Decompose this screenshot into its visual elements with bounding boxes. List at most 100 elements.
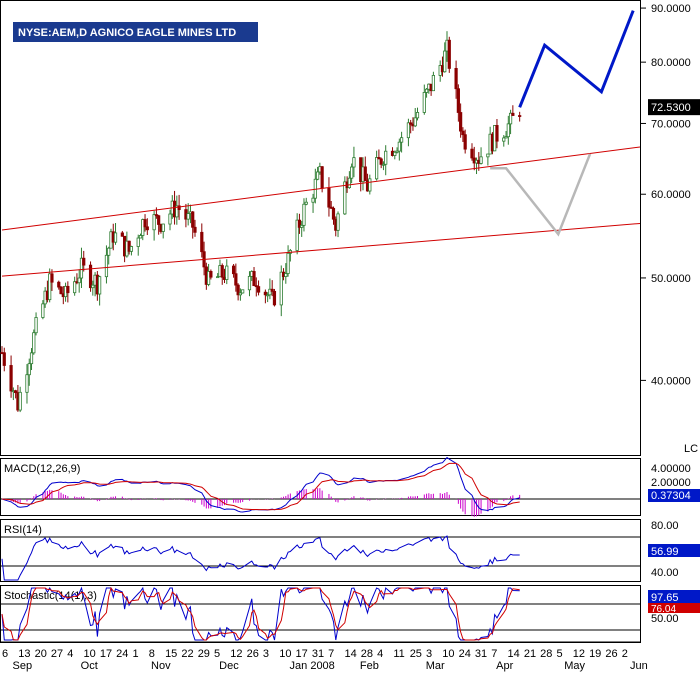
candle-body <box>470 148 474 159</box>
candle-body <box>48 273 52 301</box>
rsi-last-label: 56.99 <box>651 546 679 558</box>
date-day-label: 24 <box>116 648 128 660</box>
candle-body <box>161 223 165 232</box>
candle-body <box>34 317 38 334</box>
date-day-label: 31 <box>475 648 487 660</box>
candle-body <box>393 151 397 156</box>
candle-body <box>252 271 256 287</box>
candle-body <box>397 141 401 152</box>
date-day-label: 26 <box>247 648 259 660</box>
date-day-label: 29 <box>198 648 210 660</box>
date-day-label: 2 <box>622 648 628 660</box>
date-day-label: 13 <box>18 648 30 660</box>
candle-body <box>234 273 238 286</box>
candle-body <box>14 390 18 394</box>
candle-body <box>263 291 267 296</box>
date-month-label: Jun <box>630 660 648 672</box>
candle-body <box>377 157 381 160</box>
candle-body <box>50 273 54 283</box>
candle-body <box>220 265 224 278</box>
candle-body <box>352 157 356 168</box>
date-day-label: 17 <box>296 648 308 660</box>
candle-body <box>27 363 31 376</box>
stoch-last-label: 97.65 <box>651 592 679 604</box>
candle-body <box>272 290 277 306</box>
candle-body <box>136 237 140 247</box>
candle-body <box>443 50 447 73</box>
candle-body <box>381 163 386 166</box>
candle-body <box>368 178 372 192</box>
trendline-upper <box>1 146 641 231</box>
candle-body <box>2 352 6 366</box>
candle-body <box>295 219 299 251</box>
candle-body <box>256 286 261 293</box>
price-tick-label: 50.0000 <box>651 273 691 285</box>
candle-body <box>168 213 172 225</box>
candle-body <box>200 231 204 253</box>
date-day-label: 20 <box>35 648 47 660</box>
date-day-label: 28 <box>361 648 373 660</box>
date-day-label: 1 <box>132 648 138 660</box>
date-month-label: Jan 2008 <box>290 660 335 672</box>
candle-body <box>486 153 490 158</box>
candle-body <box>247 275 252 291</box>
date-month-label: Sep <box>13 660 33 672</box>
candle-body <box>104 254 109 278</box>
candle-body <box>409 122 413 125</box>
date-day-label: 14 <box>344 648 356 660</box>
trendlines <box>1 146 641 277</box>
date-day-label: 12 <box>573 648 585 660</box>
corner-label: LC <box>684 443 698 455</box>
candle-body <box>57 281 61 288</box>
candle-body <box>506 123 510 138</box>
candle-body <box>347 177 351 189</box>
macd-title: MACD(12,26,9) <box>4 463 80 475</box>
candle-body <box>431 75 435 92</box>
candle-body <box>209 271 213 278</box>
date-day-label: 4 <box>67 648 73 660</box>
candle-body <box>461 130 465 136</box>
date-day-label: 10 <box>84 648 96 660</box>
candle-body <box>384 150 388 165</box>
stoch-last-box <box>648 590 700 603</box>
candle-body <box>447 39 451 69</box>
candle-body <box>454 68 458 90</box>
projection-up-line <box>518 10 635 108</box>
date-month-label: Feb <box>360 660 379 672</box>
date-day-label: 14 <box>508 648 520 660</box>
candle-body <box>32 332 36 354</box>
price-axis: 90.0000 80.0000 70.0000 60.0000 50.0000 40.00… <box>640 3 691 387</box>
candle-body <box>143 219 147 228</box>
macd-panel: MACD(12,26,9) 4.00000 2.00000 0.37304 <box>0 456 700 517</box>
candle-body <box>400 137 404 143</box>
candle-body <box>511 112 515 116</box>
candle-body <box>241 289 245 294</box>
date-day-label: 19 <box>589 648 601 660</box>
date-day-label: 10 <box>442 648 454 660</box>
trendline-lower <box>1 222 641 277</box>
candle-body <box>66 285 70 294</box>
title-background <box>13 22 258 42</box>
candle-body <box>145 226 149 231</box>
candle-body <box>300 224 304 228</box>
date-day-label: 31 <box>312 648 324 660</box>
date-month-label: Nov <box>151 660 171 672</box>
date-day-label: 11 <box>393 648 404 660</box>
date-month-label: Mar <box>426 660 445 672</box>
candle-body <box>406 122 411 139</box>
rsi-title: RSI(14) <box>4 524 42 536</box>
candle-body <box>266 294 270 297</box>
stochastic-k-line <box>1 586 520 641</box>
candle-body <box>59 286 63 295</box>
candle-body <box>413 117 417 127</box>
candle-body <box>177 205 181 211</box>
candle-body <box>236 284 240 296</box>
candle-body <box>350 166 354 179</box>
rsi-last-box <box>648 544 700 557</box>
candle-body <box>186 213 190 220</box>
macd-histogram <box>3 488 521 517</box>
candle-body <box>98 276 102 295</box>
candle-body <box>315 171 320 180</box>
candle-body <box>508 112 513 125</box>
